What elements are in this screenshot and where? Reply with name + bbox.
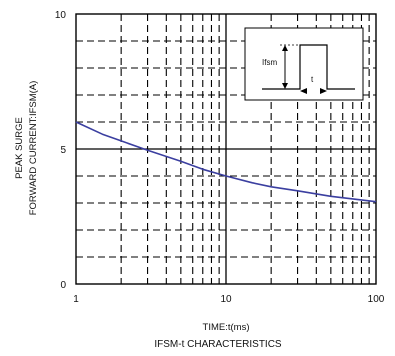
series-layer [75, 121, 377, 203]
chart-title: IFSM-t CHARACTERISTICS [154, 339, 282, 350]
y-tick-labels: 0 5 10 [55, 10, 67, 291]
ifsm-label: Ifsm [262, 58, 277, 67]
x-tick-label: 10 [220, 294, 232, 305]
y-tick-label: 5 [60, 145, 66, 156]
ifsm-arrow-head-bottom [282, 83, 288, 89]
x-axis-label: TIME:t(ms) [203, 322, 250, 333]
x-tick-labels: 1 10 100 [73, 294, 385, 305]
x-tick-label: 100 [368, 294, 385, 305]
x-tick-label: 1 [73, 294, 79, 305]
y-axis-label-line1: PEAK SURGE [14, 117, 25, 179]
y-tick-label: 10 [55, 10, 67, 21]
inset-frame [244, 27, 364, 101]
y-axis-label-line2: FORWARD CURRENT:IFSM(A) [28, 81, 39, 216]
plot-frame [75, 13, 377, 285]
pulse-waveform [262, 44, 355, 90]
time-arrow-right [320, 88, 327, 94]
ifsm-arrow-head-top [282, 45, 288, 51]
time-label: t [311, 75, 314, 84]
series-line [75, 121, 377, 203]
inset-pulse-diagram: Ifsm t [244, 27, 364, 101]
time-arrow-left [300, 88, 307, 94]
y-tick-label: 0 [60, 280, 66, 291]
